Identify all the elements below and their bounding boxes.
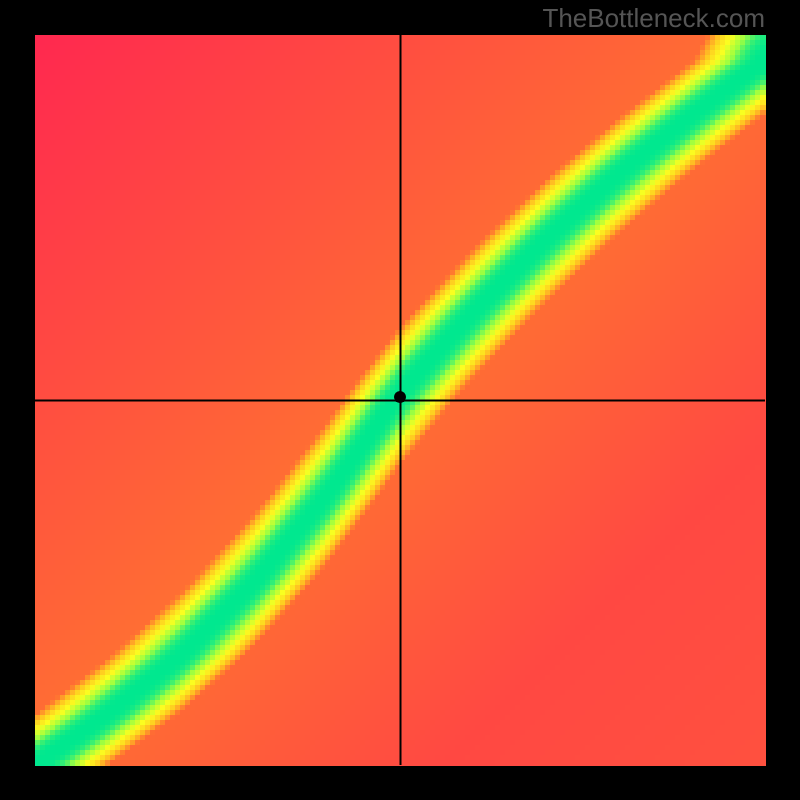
bottleneck-heatmap (0, 0, 800, 800)
watermark-text: TheBottleneck.com (542, 3, 765, 34)
